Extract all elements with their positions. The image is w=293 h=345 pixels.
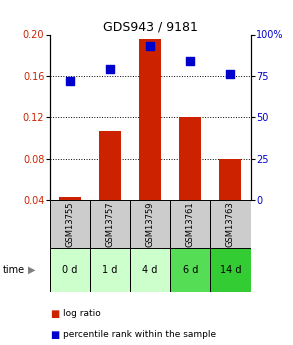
Bar bbox=[90, 200, 130, 248]
Bar bbox=[179, 117, 201, 200]
Text: 6 d: 6 d bbox=[183, 265, 198, 275]
Bar bbox=[210, 200, 251, 248]
Title: GDS943 / 9181: GDS943 / 9181 bbox=[103, 20, 197, 33]
Point bbox=[148, 43, 152, 49]
Text: time: time bbox=[3, 265, 25, 275]
Bar bbox=[170, 248, 210, 292]
Bar bbox=[50, 248, 90, 292]
Text: 1 d: 1 d bbox=[102, 265, 118, 275]
Text: 0 d: 0 d bbox=[62, 265, 78, 275]
Text: ■: ■ bbox=[50, 330, 59, 339]
Text: log ratio: log ratio bbox=[63, 309, 101, 318]
Text: GSM13759: GSM13759 bbox=[146, 201, 155, 247]
Text: GSM13755: GSM13755 bbox=[65, 201, 74, 247]
Text: GSM13757: GSM13757 bbox=[105, 201, 115, 247]
Text: 4 d: 4 d bbox=[142, 265, 158, 275]
Bar bbox=[130, 200, 170, 248]
Bar bbox=[50, 200, 90, 248]
Bar bbox=[170, 200, 210, 248]
Point bbox=[228, 71, 233, 77]
Bar bbox=[219, 159, 241, 200]
Text: ▶: ▶ bbox=[28, 265, 35, 275]
Bar bbox=[130, 248, 170, 292]
Bar bbox=[90, 248, 130, 292]
Text: ■: ■ bbox=[50, 309, 59, 319]
Bar bbox=[210, 248, 251, 292]
Text: 14 d: 14 d bbox=[220, 265, 241, 275]
Text: GSM13761: GSM13761 bbox=[186, 201, 195, 247]
Point bbox=[188, 58, 193, 64]
Text: percentile rank within the sample: percentile rank within the sample bbox=[63, 330, 216, 339]
Bar bbox=[59, 197, 81, 200]
Point bbox=[108, 67, 113, 72]
Bar bbox=[99, 131, 121, 200]
Bar bbox=[139, 39, 161, 200]
Text: GSM13763: GSM13763 bbox=[226, 201, 235, 247]
Point bbox=[67, 78, 72, 83]
